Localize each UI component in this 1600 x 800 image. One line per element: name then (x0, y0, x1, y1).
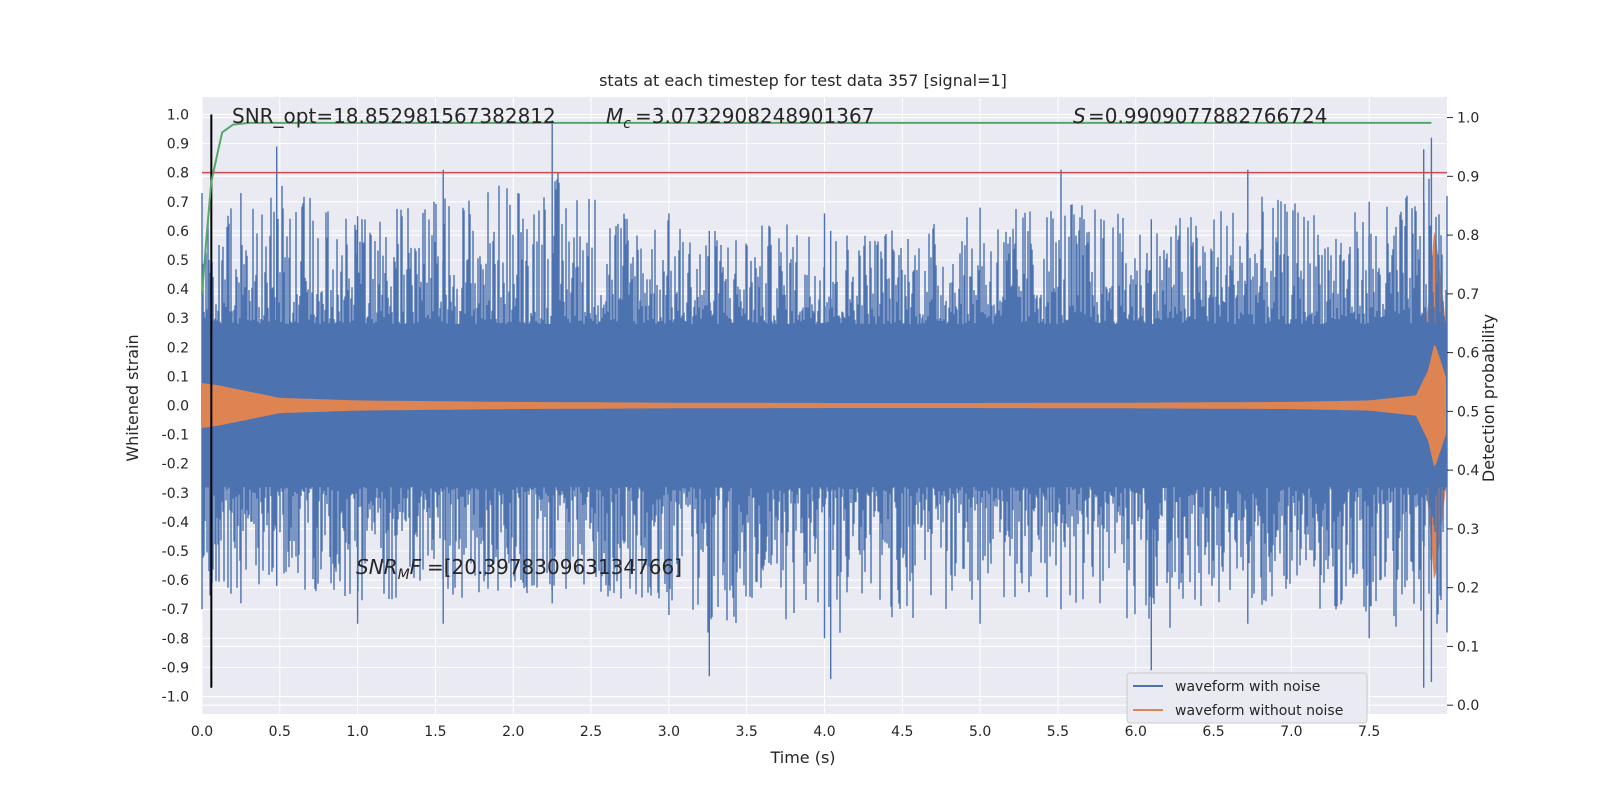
legend-label-noise: waveform with noise (1175, 679, 1320, 695)
x-tick-label: 4.5 (891, 724, 913, 740)
x-tick-label: 6.0 (1125, 724, 1147, 740)
y2-tick-label: 0.5 (1457, 404, 1479, 420)
y-tick-label: -0.8 (162, 631, 189, 647)
y2-tick-label: 0.0 (1457, 698, 1479, 714)
x-tick-label: 5.0 (969, 724, 991, 740)
annotation-s: S =0.9909077882766724 (1073, 104, 1327, 128)
x-axis-ticks: 0.0 0.5 1.0 1.5 2.0 2.5 3.0 3.5 4.0 4.5 5.0 5.5 6.0 6… (191, 724, 1380, 740)
x-tick-label: 0.5 (269, 724, 291, 740)
y-tick-label: -1.0 (162, 690, 189, 706)
x-tick-label: 1.5 (424, 724, 446, 740)
x-tick-label: 3.5 (736, 724, 758, 740)
y2-tick-label: 0.3 (1457, 522, 1479, 538)
y2-axis-ticks: 1.0 0.9 0.8 0.7 0.6 0.5 0.4 0.3 0.2 0.1 0.0 (1447, 111, 1479, 714)
y-tick-label: 1.0 (167, 107, 189, 123)
y-tick-label: 0.7 (167, 195, 189, 211)
y-tick-label: 0.5 (167, 253, 189, 269)
annotation-snr-mf: SNRMF =[20.397830963134766] (356, 555, 682, 583)
x-tick-label: 3.0 (658, 724, 680, 740)
y-axis-label: Whitened strain (123, 334, 142, 461)
y-tick-label: 0.9 (167, 137, 189, 153)
y-tick-label: -0.7 (162, 602, 189, 618)
x-tick-label: 4.0 (813, 724, 835, 740)
legend: waveform with noise waveform without noi… (1126, 672, 1368, 724)
chart-title: stats at each timestep for test data 357… (599, 71, 1007, 90)
x-tick-label: 0.0 (191, 724, 213, 740)
annotation-snr-mf-symbol: SNRMF (356, 555, 422, 583)
y-tick-label: 0.0 (167, 399, 189, 415)
y-tick-label: 0.6 (167, 224, 189, 240)
y2-tick-label: 0.1 (1457, 639, 1479, 655)
y-tick-label: -0.5 (162, 544, 189, 560)
annotation-snr-opt: SNR_opt=18.852981567382812 (232, 104, 556, 128)
y2-tick-label: 0.9 (1457, 169, 1479, 185)
y2-tick-label: 0.2 (1457, 581, 1479, 597)
series-waveform-with-noise (201, 120, 1448, 688)
annotation-mc: Mc =3.0732908248901367 (606, 104, 874, 132)
x-tick-label: 6.5 (1202, 724, 1224, 740)
annotation-snr-mf-value: =[20.397830963134766] (427, 555, 682, 579)
x-tick-label: 7.0 (1280, 724, 1302, 740)
annotation-s-symbol: S (1073, 104, 1086, 128)
y-tick-label: 0.4 (167, 282, 189, 298)
y2-axis-label: Detection probability (1479, 314, 1498, 482)
y-tick-label: 0.3 (167, 311, 189, 327)
annotation-s-value: =0.9909077882766724 (1088, 104, 1327, 128)
legend-box (1126, 672, 1368, 724)
y-tick-label: -0.1 (162, 428, 189, 444)
clean-waveform-core (202, 344, 1446, 467)
detection-probability-line (201, 121, 1432, 294)
y-tick-label: -0.4 (162, 515, 189, 531)
annotation-mc-value: =3.0732908248901367 (635, 104, 874, 128)
x-tick-label: 7.5 (1358, 724, 1380, 740)
y2-tick-label: 0.7 (1457, 287, 1479, 303)
y-tick-label: 0.8 (167, 166, 189, 182)
y-tick-label: 0.1 (167, 369, 189, 385)
x-tick-label: 2.0 (502, 724, 524, 740)
x-axis-label: Time (s) (769, 748, 835, 767)
y-tick-label: -0.6 (162, 573, 189, 589)
y-tick-label: 0.2 (167, 340, 189, 356)
legend-label-clean: waveform without noise (1175, 703, 1343, 719)
y-tick-label: -0.3 (162, 486, 189, 502)
x-tick-label: 1.0 (346, 724, 368, 740)
y2-tick-label: 0.4 (1457, 463, 1479, 479)
y-tick-label: -0.9 (162, 660, 189, 676)
x-tick-label: 2.5 (580, 724, 602, 740)
y2-tick-label: 0.6 (1457, 346, 1479, 362)
y2-tick-label: 1.0 (1457, 111, 1479, 127)
y-axis-ticks: 1.0 0.9 0.8 0.7 0.6 0.5 0.4 0.3 0.2 0.1 0.0 -0.1 -0.… (162, 107, 189, 705)
x-tick-label: 5.5 (1047, 724, 1069, 740)
y-tick-label: -0.2 (162, 457, 189, 473)
series-detection-probability (201, 121, 1432, 294)
y2-tick-label: 0.8 (1457, 228, 1479, 244)
